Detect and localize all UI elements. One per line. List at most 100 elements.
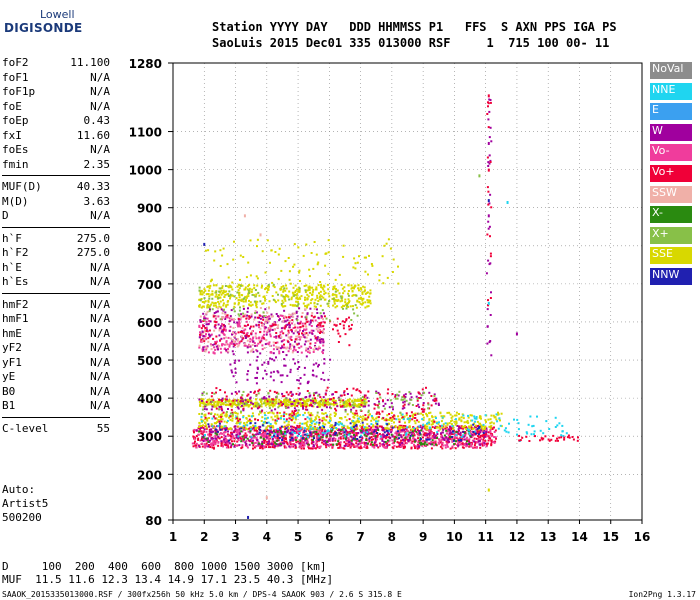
echo-point (215, 291, 218, 294)
param-label: foF1p (2, 85, 36, 98)
echo-point (240, 404, 243, 407)
echo-point (224, 441, 227, 444)
echo-point (321, 331, 324, 334)
echo-point (246, 402, 248, 405)
echo-point (208, 428, 211, 431)
echo-point (220, 442, 223, 445)
echo-point (204, 327, 207, 329)
echo-point (466, 419, 469, 422)
echo-point (254, 427, 257, 430)
header-field-values: SaoLuis 2015 Dec01 335 013000 RSF 1 715 … (212, 36, 610, 50)
echo-point (297, 298, 300, 301)
echo-point (348, 441, 351, 443)
x-tick-label: 15 (602, 530, 619, 544)
echo-point (371, 443, 374, 446)
echo-point (198, 398, 201, 401)
echo-point (461, 413, 464, 416)
echo-point (223, 295, 226, 298)
echo-point (213, 402, 216, 405)
echo-point (266, 331, 269, 334)
echo-point (233, 321, 236, 324)
echo-point (248, 404, 251, 407)
echo-point (425, 412, 428, 415)
echo-point (303, 332, 306, 335)
echo-point (226, 300, 229, 303)
echo-point (343, 435, 346, 438)
echo-point (271, 431, 273, 434)
echo-point (213, 403, 216, 406)
echo-point (299, 439, 302, 442)
echo-point (401, 413, 404, 416)
echo-point (284, 315, 286, 318)
echo-point (331, 424, 334, 427)
echo-point (321, 286, 324, 289)
echo-point (280, 336, 283, 339)
echo-point (223, 327, 226, 330)
echo-point (485, 433, 487, 435)
echo-point (342, 399, 345, 402)
echo-point (355, 420, 358, 423)
echo-point (354, 414, 356, 416)
echo-point (420, 429, 423, 432)
echo-point (205, 430, 208, 433)
echo-point (404, 442, 407, 445)
echo-point (294, 432, 296, 434)
echo-point (379, 445, 381, 448)
echo-point (386, 427, 389, 430)
echo-point (220, 426, 223, 429)
echo-point (461, 438, 464, 441)
echo-point (394, 432, 397, 435)
echo-point (416, 427, 419, 430)
echo-point (312, 392, 315, 395)
echo-point (402, 440, 405, 443)
echo-point (243, 426, 246, 429)
echo-point (259, 428, 262, 431)
echo-point (203, 414, 206, 417)
echo-point (445, 436, 448, 439)
echo-point (370, 429, 373, 432)
echo-point (304, 427, 307, 430)
echo-point (292, 411, 295, 414)
echo-point (263, 338, 266, 341)
echo-point (296, 319, 299, 322)
echo-point (364, 428, 367, 431)
echo-point (233, 240, 235, 243)
echo-point (326, 398, 329, 401)
echo-point (280, 425, 283, 428)
echo-point (364, 270, 367, 273)
echo-point (364, 418, 367, 421)
echo-point (361, 395, 364, 398)
echo-point (256, 344, 259, 347)
echo-point (315, 286, 318, 289)
echo-point (329, 413, 332, 416)
echo-point (321, 428, 324, 431)
echo-point (202, 440, 205, 443)
echo-point (341, 299, 344, 302)
echo-point (250, 420, 253, 422)
echo-point (357, 398, 360, 401)
echo-point (475, 432, 477, 435)
echo-point (410, 447, 413, 450)
echo-point (360, 403, 363, 406)
echo-point (467, 421, 470, 424)
echo-point (310, 299, 313, 302)
echo-point (198, 324, 201, 327)
echo-point (314, 344, 316, 347)
echo-point (300, 405, 302, 408)
echo-point (470, 426, 473, 429)
echo-point (273, 286, 276, 289)
echo-point (311, 290, 314, 293)
echo-point (306, 390, 309, 392)
echo-point (406, 418, 409, 421)
echo-point (223, 427, 226, 430)
echo-point (315, 429, 318, 431)
echo-point (306, 416, 309, 419)
echo-point (243, 344, 246, 347)
echo-point (363, 441, 366, 444)
echo-point (237, 437, 240, 439)
echo-point (359, 445, 362, 448)
echo-point (416, 399, 419, 402)
echo-point (346, 425, 349, 428)
echo-point (293, 407, 296, 410)
echo-point (200, 437, 203, 440)
